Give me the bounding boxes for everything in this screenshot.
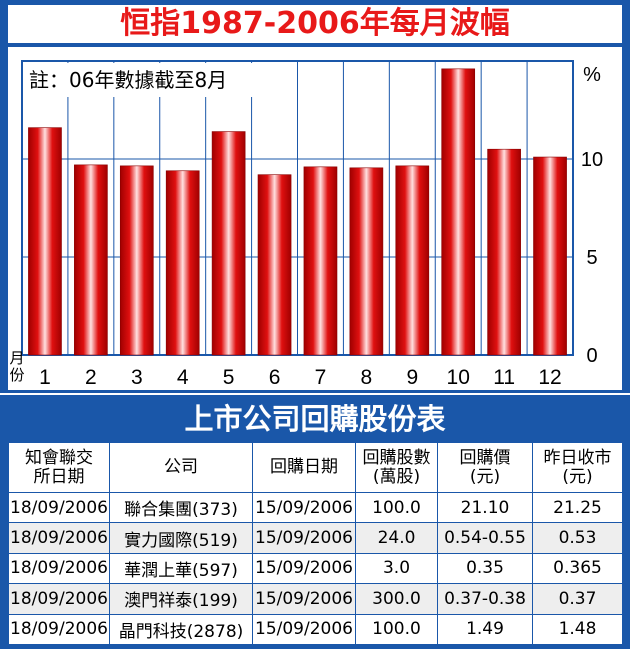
bar-month-8 xyxy=(349,167,384,356)
chart-title-bar: 恒指1987-2006年每月波幅 xyxy=(8,5,622,43)
y-unit-label: % xyxy=(583,64,601,86)
cell-shares: 100.0 xyxy=(355,491,438,524)
x-tick-label: 3 xyxy=(131,366,143,389)
bar-month-2 xyxy=(74,164,108,356)
cell-price: 0.37-0.38 xyxy=(437,583,533,615)
table-title: 上市公司回購股份表 xyxy=(184,402,446,436)
bar-month-6 xyxy=(257,174,292,356)
cell-notify-date: 18/09/2006 xyxy=(8,522,110,554)
header-shares: 回購股數(萬股) xyxy=(355,442,438,493)
cell-notify-date: 18/09/2006 xyxy=(8,552,110,585)
bar-month-1 xyxy=(28,127,62,356)
bar-month-7 xyxy=(303,166,338,356)
plot-area: 0 5 10% 1 2 3 4 5 6 7 8 9 10 11 12 月份註：06年數據截至8月 xyxy=(8,47,622,390)
cell-notify-date: 18/09/2006 xyxy=(8,613,110,646)
header-company: 公司 xyxy=(109,442,253,493)
cell-buyback-date: 15/09/2006 xyxy=(252,491,356,524)
bar-month-4 xyxy=(165,170,200,356)
chart-title: 恒指1987-2006年每月波幅 xyxy=(120,6,510,41)
cell-shares: 100.0 xyxy=(355,613,438,646)
x-tick-label: 10 xyxy=(447,366,470,389)
table-row: 18/09/2006 聯合集團(373) 15/09/2006 100.0 21.10 2… xyxy=(8,491,623,524)
y-tick-label: 10 xyxy=(581,149,603,171)
table-header-row: 知會聯交所日期 公司 回購日期 回購股數(萬股) 回購價(元) 昨日收市(元) xyxy=(8,442,623,493)
y-tick-label: 5 xyxy=(586,247,597,269)
table-row: 18/09/2006 華潤上華(597) 15/09/2006 3.0 0.35 0.36… xyxy=(8,552,623,585)
x-tick-label: 9 xyxy=(406,366,418,389)
cell-price: 0.54-0.55 xyxy=(437,522,533,554)
cell-close: 0.365 xyxy=(532,552,623,585)
cell-company: 華潤上華(597) xyxy=(109,552,253,585)
table-row: 18/09/2006 澳門祥泰(199) 15/09/2006 300.0 0.37-0… xyxy=(8,583,623,615)
x-tick-label: 11 xyxy=(493,366,515,389)
cell-price: 21.10 xyxy=(437,491,533,524)
bar-month-11 xyxy=(487,148,521,356)
x-tick-label: 6 xyxy=(269,366,281,389)
cell-buyback-date: 15/09/2006 xyxy=(252,522,356,554)
cell-price: 0.35 xyxy=(437,552,533,585)
bar-month-9 xyxy=(395,165,430,356)
bar-month-12 xyxy=(533,156,567,356)
x-tick-label: 4 xyxy=(177,366,189,389)
cell-close: 1.48 xyxy=(532,613,623,646)
cell-buyback-date: 15/09/2006 xyxy=(252,583,356,615)
x-tick-label: 1 xyxy=(39,366,51,389)
cell-company: 實力國際(519) xyxy=(109,522,253,554)
cell-close: 21.25 xyxy=(532,491,623,524)
bar-month-10 xyxy=(441,68,476,356)
header-close: 昨日收市(元) xyxy=(532,442,623,493)
chart-annotation: 註：06年數據截至8月 xyxy=(29,68,227,92)
cell-close: 0.53 xyxy=(532,522,623,554)
x-tick-label: 7 xyxy=(315,366,327,389)
cell-notify-date: 18/09/2006 xyxy=(8,583,110,615)
cell-shares: 3.0 xyxy=(355,552,438,585)
x-tick-label: 2 xyxy=(85,366,97,389)
cell-price: 1.49 xyxy=(437,613,533,646)
cell-shares: 300.0 xyxy=(355,583,438,615)
cell-company: 聯合集團(373) xyxy=(109,491,253,524)
cell-buyback-date: 15/09/2006 xyxy=(252,613,356,646)
annotation-bg xyxy=(24,63,260,97)
header-notify-date: 知會聯交所日期 xyxy=(8,442,110,493)
x-tick-label: 8 xyxy=(361,366,373,389)
cell-company: 晶門科技(2878) xyxy=(109,613,253,646)
buyback-table: 知會聯交所日期 公司 回購日期 回購股數(萬股) 回購價(元) 昨日收市(元) … xyxy=(8,442,623,646)
x-axis-label-char: 份 xyxy=(9,366,24,384)
header-price: 回購價(元) xyxy=(437,442,533,493)
cell-notify-date: 18/09/2006 xyxy=(8,491,110,524)
cell-buyback-date: 15/09/2006 xyxy=(252,552,356,585)
cell-company: 澳門祥泰(199) xyxy=(109,583,253,615)
x-tick-label: 12 xyxy=(538,366,561,389)
y-tick-label: 0 xyxy=(586,345,597,367)
x-tick-label: 5 xyxy=(223,366,235,389)
table-row: 18/09/2006 實力國際(519) 15/09/2006 24.0 0.54-0.… xyxy=(8,522,623,554)
bar-month-3 xyxy=(119,165,154,356)
header-buyback-date: 回購日期 xyxy=(252,442,356,493)
bar-month-5 xyxy=(211,131,246,356)
cell-close: 0.37 xyxy=(532,583,623,615)
table-row: 18/09/2006 晶門科技(2878) 15/09/2006 100.0 1.49 1… xyxy=(8,613,623,646)
x-axis-label-char: 月 xyxy=(9,349,24,367)
cell-shares: 24.0 xyxy=(355,522,438,554)
